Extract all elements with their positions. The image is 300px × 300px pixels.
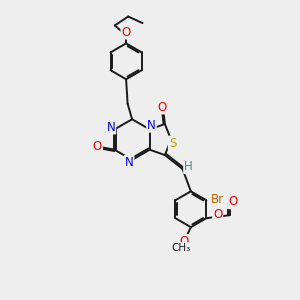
Text: O: O [122,26,131,38]
Text: O: O [213,208,222,221]
Text: CH₃: CH₃ [171,243,190,253]
Text: S: S [169,136,176,150]
Text: N: N [147,119,156,132]
Text: O: O [93,140,102,153]
Text: Br: Br [211,193,224,206]
Text: H: H [184,160,193,173]
Text: O: O [157,100,167,113]
Text: O: O [179,235,189,248]
Text: O: O [228,195,237,208]
Text: N: N [106,121,115,134]
Text: N: N [125,156,134,169]
